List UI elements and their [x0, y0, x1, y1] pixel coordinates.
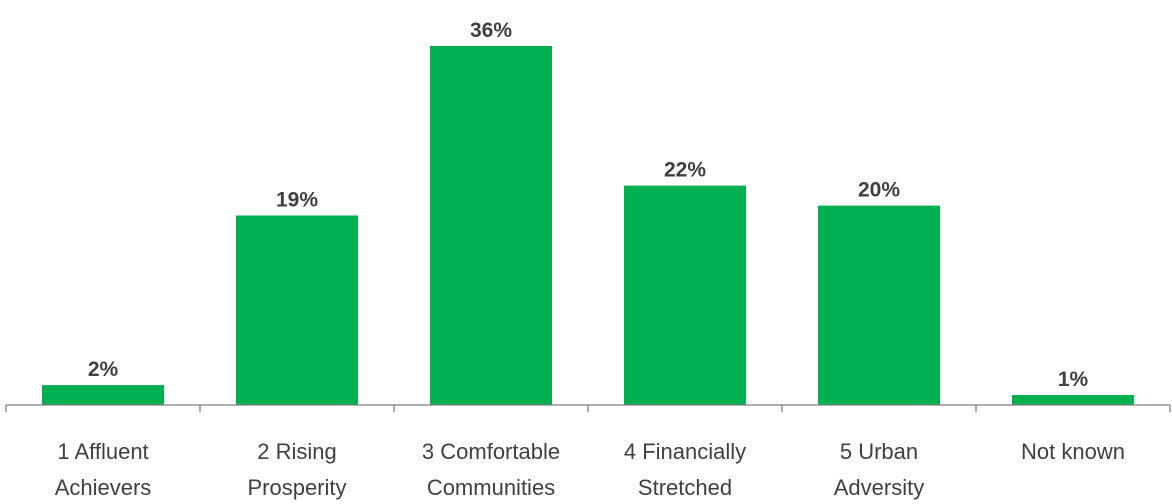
category-label-line: Adversity	[834, 475, 924, 500]
category-label-5: 5 Urban Adversity	[834, 439, 924, 500]
bar-4	[624, 185, 746, 405]
category-label-line: 2 Rising	[257, 439, 336, 464]
category-label-1: 1 Affluent Achievers	[55, 439, 152, 500]
category-label-6: Not known	[1021, 439, 1125, 464]
bars-group	[42, 46, 1134, 405]
bar-5	[818, 205, 940, 405]
value-label-4: 22%	[664, 159, 706, 182]
category-label-line: Communities	[427, 475, 555, 500]
value-label-2: 19%	[276, 189, 318, 212]
category-label-line: 3 Comfortable	[422, 439, 560, 464]
category-label-2: 2 Rising Prosperity	[247, 439, 346, 500]
category-label-line: Stretched	[638, 475, 732, 500]
value-label-1: 2%	[88, 358, 119, 381]
category-label-line: Not known	[1021, 439, 1125, 464]
bar-1	[42, 385, 164, 405]
value-label-3: 36%	[470, 19, 512, 42]
value-label-5: 20%	[858, 179, 900, 202]
value-label-6: 1%	[1058, 368, 1089, 391]
x-axis-ticks-group	[5, 405, 1171, 412]
category-label-line: 5 Urban	[840, 439, 918, 464]
bar-3	[430, 46, 552, 405]
category-label-line: 4 Financially	[624, 439, 746, 464]
category-label-line: 1 Affluent	[57, 439, 148, 464]
value-labels-group: 2% 19% 36% 22% 20% 1%	[88, 19, 1089, 391]
category-label-line: Achievers	[55, 475, 152, 500]
bar-6	[1012, 395, 1134, 405]
category-label-3: 3 Comfortable Communities	[422, 439, 560, 500]
category-label-line: Prosperity	[247, 475, 346, 500]
category-label-4: 4 Financially Stretched	[624, 439, 746, 500]
bar-2	[236, 215, 358, 405]
x-axis-labels-group: 1 Affluent Achievers 2 Rising Prosperity 3 C…	[55, 439, 1125, 500]
